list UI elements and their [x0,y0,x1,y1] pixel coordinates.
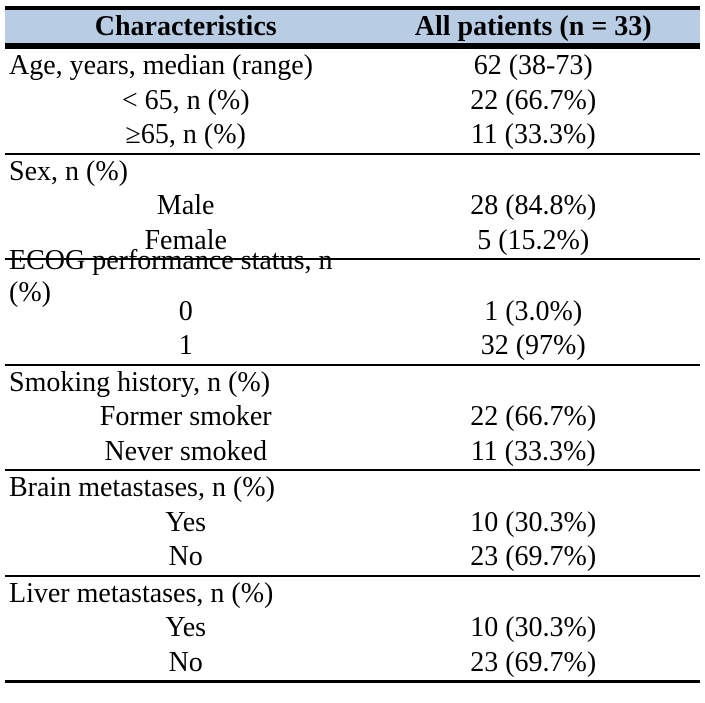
row-label: Age, years, median (range) [9,50,313,82]
table-row: Brain metastases, n (%) [5,471,700,506]
row-label: Liver metastases, n (%) [9,577,274,609]
row-label: Male [156,190,215,222]
row-value: 11 (33.3%) [470,119,596,151]
group-liver-metastases: Liver metastases, n (%) Yes 10 (30.3%) N… [5,574,700,681]
table-row: Former smoker 22 (66.7%) [5,400,700,435]
row-label: ≥65, n (%) [125,119,246,151]
table-row: Age, years, median (range) 62 (38-73) [5,49,700,84]
row-value: 23 (69.7%) [470,541,597,573]
row-value: 62 (38-73) [473,50,593,82]
row-value: 10 (30.3%) [470,506,597,538]
table-row: Never smoked 11 (33.3%) [5,435,700,470]
table-row: No 23 (69.7%) [5,540,700,575]
table-row: 1 32 (97%) [5,329,700,364]
table-row: 0 1 (3.0%) [5,295,700,330]
column-header-all-patients: All patients (n = 33) [414,10,652,42]
row-label: Never smoked [104,435,267,467]
table-row: < 65, n (%) 22 (66.7%) [5,84,700,119]
row-value: 32 (97%) [480,330,586,362]
row-value: 10 (30.3%) [470,612,597,644]
row-label: 1 [178,330,193,362]
table-row: Female 5 (15.2%) [5,224,700,259]
row-label: Yes [165,506,207,538]
table-row: Yes 10 (30.3%) [5,611,700,646]
row-label: Female [144,224,227,256]
row-value: 5 (15.2%) [477,224,590,256]
patient-characteristics-table: Characteristics All patients (n = 33) Ag… [5,6,700,683]
table-row: Smoking history, n (%) [5,366,700,401]
row-label: 0 [178,295,193,327]
row-value: 28 (84.8%) [470,190,597,222]
table-row: Male 28 (84.8%) [5,189,700,224]
row-label: Former smoker [99,401,272,433]
column-header-characteristics: Characteristics [94,10,277,42]
table-row: Yes 10 (30.3%) [5,506,700,541]
group-age: Age, years, median (range) 62 (38-73) < … [5,47,700,153]
table-row: ECOG performance status, n (%) [5,245,700,308]
group-smoking: Smoking history, n (%) Former smoker 22 … [5,363,700,470]
row-label: ECOG performance status, n (%) [9,245,333,309]
row-label: Smoking history, n (%) [9,366,271,398]
group-brain-metastases: Brain metastases, n (%) Yes 10 (30.3%) N… [5,469,700,575]
table-header-row: Characteristics All patients (n = 33) [5,10,700,47]
row-value: 22 (66.7%) [470,401,597,433]
row-label: Sex, n (%) [9,155,128,187]
table-row: Sex, n (%) [5,155,700,190]
table-row: Liver metastases, n (%) [5,577,700,612]
row-label: Yes [165,612,207,644]
row-label: No [168,541,203,573]
row-value: 22 (66.7%) [470,84,597,116]
group-ecog: ECOG performance status, n (%) 0 1 (3.0%… [5,245,700,364]
table-row: No 23 (69.7%) [5,646,700,681]
table-row: ≥65, n (%) 11 (33.3%) [5,118,700,153]
row-value: 11 (33.3%) [470,435,596,467]
row-label: < 65, n (%) [121,84,250,116]
row-label: No [168,646,203,678]
row-label: Brain metastases, n (%) [9,472,275,504]
group-sex: Sex, n (%) Male 28 (84.8%) Female 5 (15.… [5,152,700,259]
row-value: 23 (69.7%) [470,646,597,678]
row-value: 1 (3.0%) [484,295,583,327]
